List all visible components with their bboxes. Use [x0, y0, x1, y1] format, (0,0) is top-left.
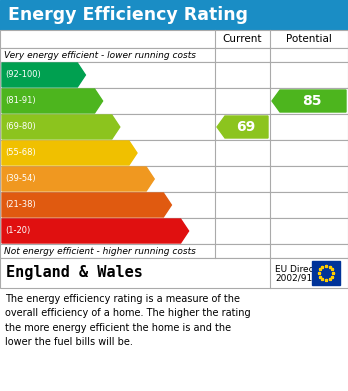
Text: (39-54): (39-54) — [5, 174, 35, 183]
Polygon shape — [217, 116, 268, 138]
Bar — [0, 192, 348, 218]
Bar — [0, 114, 348, 140]
Bar — [0, 30, 348, 258]
Text: (81-91): (81-91) — [5, 97, 35, 106]
Polygon shape — [2, 167, 154, 191]
Text: (69-80): (69-80) — [5, 122, 36, 131]
Text: A: A — [86, 68, 98, 83]
Polygon shape — [2, 89, 103, 113]
Text: (1-20): (1-20) — [5, 226, 30, 235]
Polygon shape — [2, 63, 85, 87]
Bar — [0, 62, 348, 88]
Bar — [0, 0, 348, 30]
Text: Potential: Potential — [286, 34, 332, 44]
Text: E: E — [155, 172, 166, 187]
Polygon shape — [2, 219, 189, 243]
Text: B: B — [104, 93, 115, 108]
Text: Current: Current — [223, 34, 262, 44]
Text: 85: 85 — [302, 94, 322, 108]
Bar — [312, 261, 340, 285]
Text: (92-100): (92-100) — [5, 70, 41, 79]
Text: F: F — [172, 197, 183, 212]
Text: Energy Efficiency Rating: Energy Efficiency Rating — [8, 6, 248, 24]
Text: C: C — [121, 120, 132, 135]
Text: D: D — [138, 145, 151, 160]
Bar — [0, 218, 348, 244]
Text: The energy efficiency rating is a measure of the
overall efficiency of a home. T: The energy efficiency rating is a measur… — [5, 294, 251, 347]
Bar — [0, 244, 348, 258]
Bar — [0, 140, 348, 166]
Polygon shape — [2, 115, 120, 139]
Polygon shape — [2, 193, 172, 217]
Text: G: G — [190, 224, 202, 239]
Text: Not energy efficient - higher running costs: Not energy efficient - higher running co… — [4, 246, 196, 255]
Text: (21-38): (21-38) — [5, 201, 36, 210]
Bar — [0, 30, 348, 48]
Bar — [0, 48, 348, 62]
Text: England & Wales: England & Wales — [6, 265, 143, 280]
Text: Very energy efficient - lower running costs: Very energy efficient - lower running co… — [4, 50, 196, 59]
Text: EU Directive: EU Directive — [275, 264, 331, 273]
Polygon shape — [2, 141, 137, 165]
Polygon shape — [272, 90, 346, 112]
Bar — [0, 166, 348, 192]
Bar — [0, 88, 348, 114]
Text: 2002/91/EC: 2002/91/EC — [275, 273, 327, 283]
Bar — [0, 258, 348, 288]
Text: (55-68): (55-68) — [5, 149, 36, 158]
Text: 69: 69 — [236, 120, 255, 134]
